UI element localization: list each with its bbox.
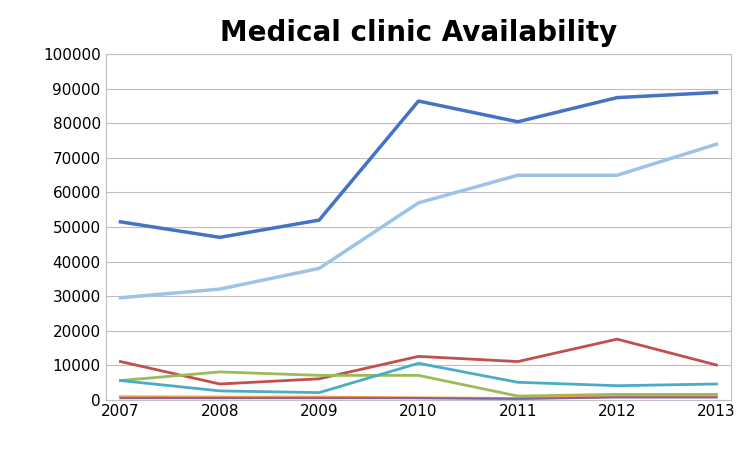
- Title: Medical clinic Availability: Medical clinic Availability: [220, 19, 617, 47]
